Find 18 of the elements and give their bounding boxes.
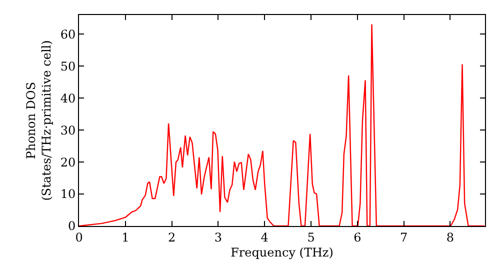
y-tick-label: 0 — [68, 219, 76, 234]
y-tick-label: 20 — [60, 155, 76, 170]
y-axis-title: Phonon DOS (States/THz·primitive cell) — [24, 40, 54, 201]
x-tick-label: 8 — [446, 230, 454, 244]
y-tick-label: 40 — [60, 91, 76, 106]
x-axis-title: Frequency (THz) — [230, 245, 334, 260]
y-tick-label: 10 — [60, 187, 76, 202]
x-tick-label: 1 — [122, 230, 130, 244]
x-tick-label: 2 — [168, 230, 176, 244]
x-tick-label: 5 — [307, 230, 315, 244]
y-tick-label: 30 — [60, 123, 76, 138]
y-tick-label: 50 — [60, 59, 76, 74]
y-tick-label: 60 — [60, 27, 76, 42]
x-tick-label: 4 — [260, 230, 269, 244]
line-series — [79, 24, 485, 226]
x-tick-label: 6 — [354, 230, 362, 244]
x-tick-label: 7 — [400, 230, 408, 244]
x-tick-label: 3 — [214, 230, 222, 244]
